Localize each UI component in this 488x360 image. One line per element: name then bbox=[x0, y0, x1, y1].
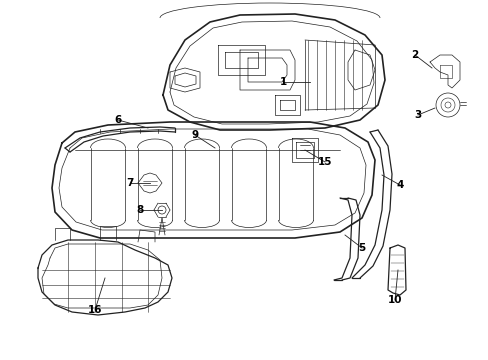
Text: 7: 7 bbox=[126, 178, 133, 188]
Text: 16: 16 bbox=[87, 305, 102, 315]
Text: 8: 8 bbox=[136, 205, 143, 215]
Text: 2: 2 bbox=[410, 50, 418, 60]
Text: 4: 4 bbox=[395, 180, 403, 190]
Text: 9: 9 bbox=[191, 130, 198, 140]
Text: 1: 1 bbox=[279, 77, 286, 87]
Text: 10: 10 bbox=[387, 295, 402, 305]
Text: 3: 3 bbox=[413, 110, 421, 120]
Text: 15: 15 bbox=[317, 157, 331, 167]
Text: 6: 6 bbox=[114, 115, 122, 125]
Text: 5: 5 bbox=[358, 243, 365, 253]
